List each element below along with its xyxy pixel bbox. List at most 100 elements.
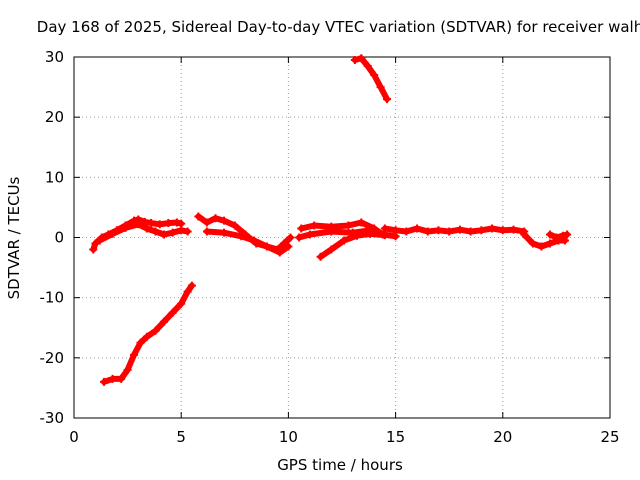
data-point <box>95 236 104 245</box>
data-point <box>357 54 366 63</box>
data-point <box>310 221 319 230</box>
data-point <box>563 230 572 239</box>
x-tick-label: 25 <box>600 428 619 446</box>
data-point <box>134 220 143 229</box>
data-point <box>380 224 389 233</box>
data-point <box>545 230 554 239</box>
data-point <box>402 227 411 236</box>
series-track-j <box>545 230 572 242</box>
data-point <box>230 221 239 230</box>
data-point <box>327 227 336 236</box>
data-point <box>340 236 349 245</box>
y-tick-labels: -30 -20 -10 0 10 20 30 <box>40 48 65 427</box>
data-point <box>202 227 211 236</box>
data-point <box>211 214 220 223</box>
x-tick-labels: 0 5 10 15 20 25 <box>69 428 619 446</box>
data-point <box>142 332 151 341</box>
data-point <box>183 227 192 236</box>
data-point <box>142 224 151 233</box>
data-point <box>376 83 385 92</box>
data-point <box>520 230 529 239</box>
data-point <box>286 233 295 242</box>
data-point <box>344 221 353 230</box>
data-point <box>305 230 314 239</box>
data-point <box>353 231 362 240</box>
series-line <box>96 221 191 244</box>
x-axis-label: GPS time / hours <box>277 456 403 474</box>
axis-ticks <box>73 56 611 419</box>
data-point <box>177 226 186 235</box>
y-axis-label: SDTVAR / TECUs <box>5 176 23 299</box>
data-point <box>297 224 306 233</box>
data-point <box>220 216 229 225</box>
data-point <box>108 229 117 238</box>
y-tick-label: 0 <box>54 229 64 247</box>
data-point <box>250 236 259 245</box>
x-tick-label: 15 <box>386 428 405 446</box>
data-point <box>537 242 546 251</box>
data-point <box>391 226 400 235</box>
x-tick-label: 10 <box>279 428 298 446</box>
data-point <box>151 326 160 335</box>
series-track-d <box>202 227 293 257</box>
data-point <box>545 239 554 248</box>
series-track-b <box>95 220 192 245</box>
data-point <box>108 374 117 383</box>
data-point <box>155 220 164 229</box>
data-point <box>130 350 139 359</box>
data-point <box>160 317 169 326</box>
data-point <box>168 228 177 237</box>
series-layer <box>89 54 572 386</box>
data-point <box>262 242 271 251</box>
data-point <box>477 226 486 235</box>
y-tick-label: -30 <box>40 409 65 427</box>
data-point <box>100 377 109 386</box>
data-point <box>237 232 246 241</box>
data-point <box>365 229 374 238</box>
data-point <box>423 227 432 236</box>
data-point <box>383 95 392 104</box>
chart-title: Day 168 of 2025, Sidereal Day-to-day VTE… <box>37 18 640 36</box>
data-point <box>183 287 192 296</box>
data-point <box>434 226 443 235</box>
data-point <box>121 223 130 232</box>
y-tick-label: -10 <box>40 289 65 307</box>
data-point <box>164 219 173 228</box>
data-point <box>147 219 156 228</box>
data-point <box>558 231 567 240</box>
data-point <box>151 227 160 236</box>
data-point <box>117 374 126 383</box>
data-point <box>187 281 196 290</box>
data-point <box>445 227 454 236</box>
data-point <box>357 218 366 227</box>
series-track-k <box>100 281 196 386</box>
data-point <box>220 228 229 237</box>
data-point <box>509 225 518 234</box>
data-point <box>552 233 561 242</box>
series-track-l <box>350 54 392 104</box>
data-point <box>89 245 98 254</box>
data-point <box>284 242 293 251</box>
data-point <box>194 212 203 221</box>
data-point <box>202 218 211 227</box>
data-point <box>91 239 100 248</box>
y-tick-label: -20 <box>40 349 65 367</box>
data-point <box>295 233 304 242</box>
data-point <box>136 338 145 347</box>
data-point <box>177 299 186 308</box>
data-point <box>466 227 475 236</box>
data-point <box>528 239 537 248</box>
data-point <box>275 248 284 257</box>
x-tick-label: 5 <box>176 428 186 446</box>
y-tick-label: 20 <box>45 108 64 126</box>
data-point <box>413 224 422 233</box>
y-tick-label: 30 <box>45 48 64 66</box>
data-point <box>316 252 325 261</box>
data-point <box>498 226 507 235</box>
data-point <box>488 224 497 233</box>
data-point <box>350 56 359 65</box>
data-point <box>327 245 336 254</box>
series-track-g <box>316 229 389 261</box>
data-point <box>168 308 177 317</box>
